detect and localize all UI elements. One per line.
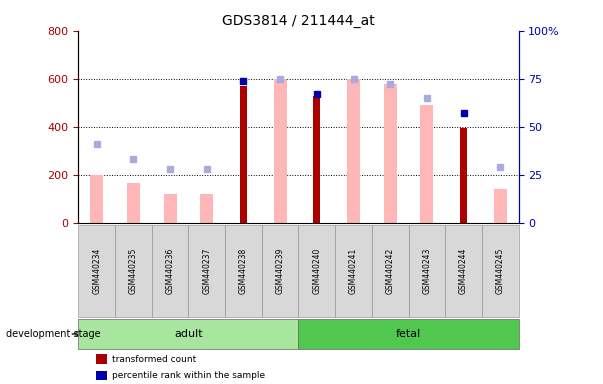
Bar: [384, 84, 397, 223]
Bar: [240, 86, 247, 223]
Bar: [313, 96, 321, 223]
Text: GSM440236: GSM440236: [166, 248, 175, 294]
Text: GSM440242: GSM440242: [386, 248, 395, 294]
Text: GSM440241: GSM440241: [349, 248, 358, 294]
Bar: [90, 175, 103, 223]
Text: GSM440235: GSM440235: [129, 248, 138, 294]
Bar: [200, 194, 213, 223]
Text: GSM440244: GSM440244: [459, 248, 468, 294]
Bar: [494, 189, 507, 223]
Text: fetal: fetal: [396, 329, 421, 339]
Text: GSM440238: GSM440238: [239, 248, 248, 294]
Text: development stage: development stage: [6, 329, 101, 339]
Text: GSM440239: GSM440239: [276, 248, 285, 294]
Bar: [460, 128, 467, 223]
Text: transformed count: transformed count: [112, 354, 196, 364]
Text: GSM440245: GSM440245: [496, 248, 505, 294]
Bar: [163, 194, 177, 223]
Text: percentile rank within the sample: percentile rank within the sample: [112, 371, 265, 380]
Text: GSM440243: GSM440243: [422, 248, 431, 294]
Text: GSM440234: GSM440234: [92, 248, 101, 294]
Bar: [127, 183, 140, 223]
Text: GSM440240: GSM440240: [312, 248, 321, 294]
Bar: [420, 105, 434, 223]
Text: adult: adult: [174, 329, 203, 339]
Text: GSM440237: GSM440237: [202, 248, 211, 294]
Bar: [274, 79, 286, 223]
Title: GDS3814 / 211444_at: GDS3814 / 211444_at: [222, 14, 375, 28]
Bar: [347, 79, 360, 223]
